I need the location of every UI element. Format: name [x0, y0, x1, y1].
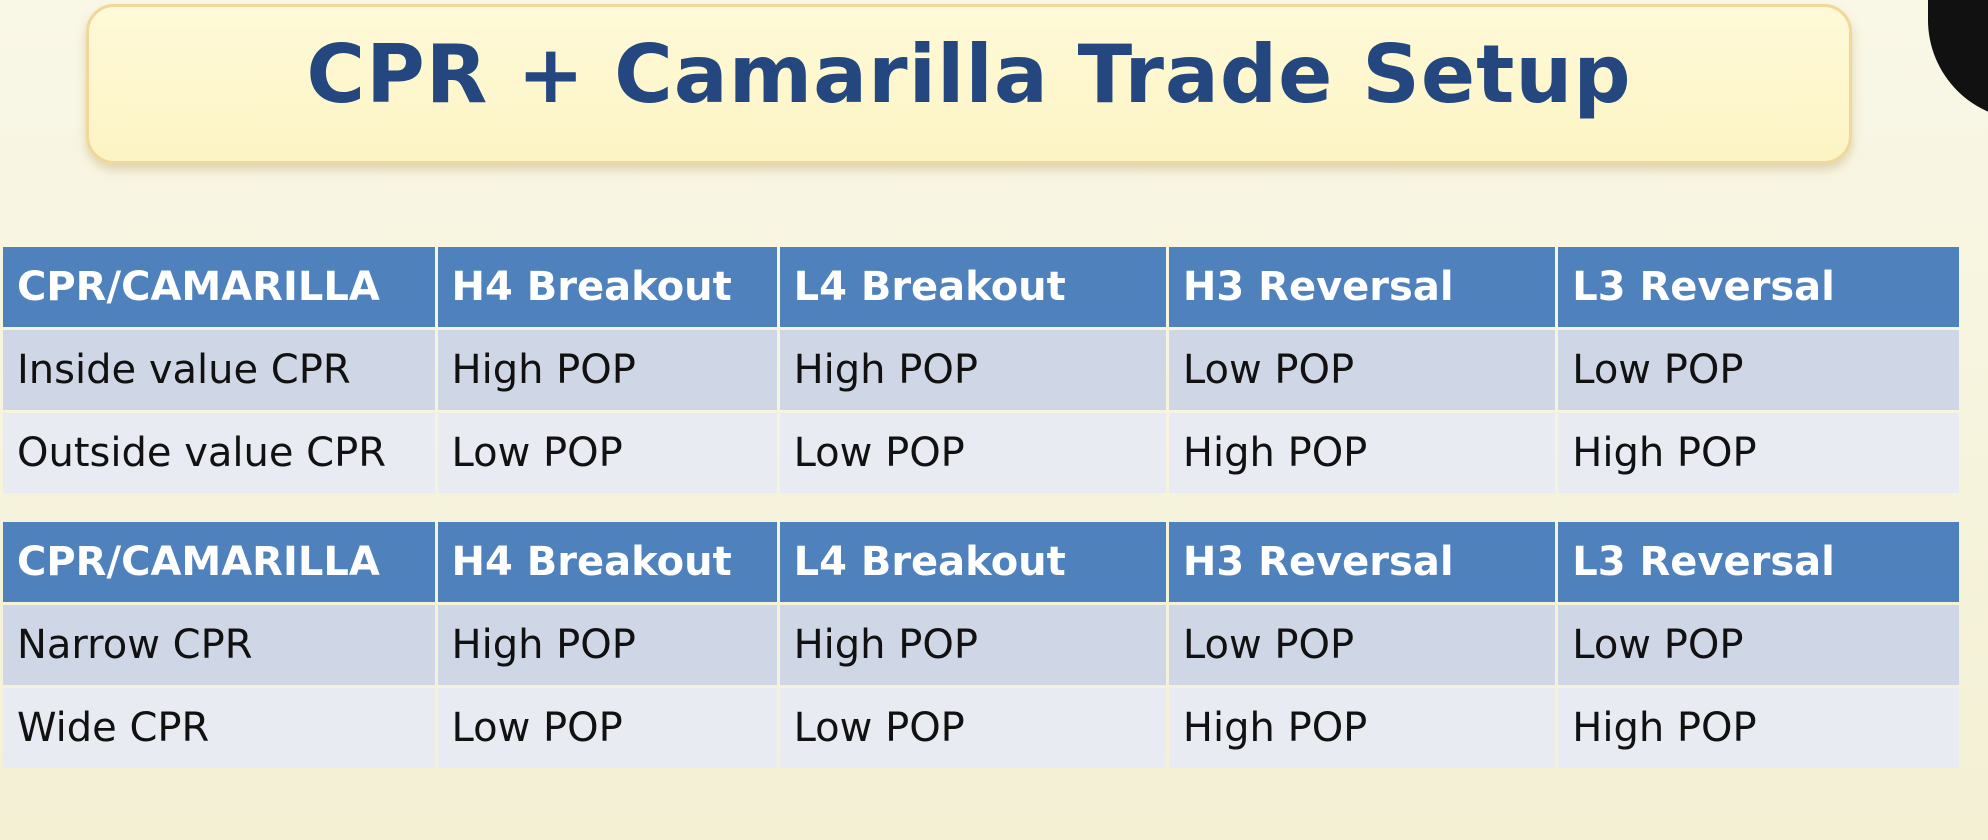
row-label: Outside value CPR	[3, 413, 435, 493]
column-header: L4 Breakout	[779, 522, 1166, 602]
table-cell: High POP	[779, 605, 1166, 685]
column-header: L4 Breakout	[779, 247, 1166, 327]
table-cell: Low POP	[437, 688, 777, 768]
column-header: H4 Breakout	[437, 247, 777, 327]
table-cell: High POP	[1168, 413, 1556, 493]
table-cell: High POP	[1558, 688, 1959, 768]
table-cell: Low POP	[779, 413, 1166, 493]
table-cell: Low POP	[437, 413, 777, 493]
column-header: CPR/CAMARILLA	[3, 247, 435, 327]
table-cell: Low POP	[1168, 605, 1556, 685]
table-row: Narrow CPR High POP High POP Low POP Low…	[3, 605, 1959, 685]
setup-table-cpr-width: CPR/CAMARILLA H4 Breakout L4 Breakout H3…	[0, 519, 1962, 771]
table-cell: Low POP	[1168, 330, 1556, 410]
title-box: CPR + Camarilla Trade Setup	[86, 4, 1852, 164]
column-header: H3 Reversal	[1168, 522, 1556, 602]
slide-title: CPR + Camarilla Trade Setup	[306, 27, 1632, 121]
column-header: L3 Reversal	[1558, 247, 1959, 327]
column-header: L3 Reversal	[1558, 522, 1959, 602]
column-header: H3 Reversal	[1168, 247, 1556, 327]
table-row: Wide CPR Low POP Low POP High POP High P…	[3, 688, 1959, 768]
row-label: Narrow CPR	[3, 605, 435, 685]
table-row: Inside value CPR High POP High POP Low P…	[3, 330, 1959, 410]
table-cell: Low POP	[1558, 605, 1959, 685]
table-row: Outside value CPR Low POP Low POP High P…	[3, 413, 1959, 493]
corner-shape	[1928, 0, 1988, 120]
table-cell: High POP	[437, 605, 777, 685]
table-cell: High POP	[1168, 688, 1556, 768]
table-header-row: CPR/CAMARILLA H4 Breakout L4 Breakout H3…	[3, 522, 1959, 602]
table-cell: High POP	[1558, 413, 1959, 493]
column-header: CPR/CAMARILLA	[3, 522, 435, 602]
column-header: H4 Breakout	[437, 522, 777, 602]
table-cell: Low POP	[779, 688, 1166, 768]
row-label: Wide CPR	[3, 688, 435, 768]
setup-table-cpr-value: CPR/CAMARILLA H4 Breakout L4 Breakout H3…	[0, 244, 1962, 496]
row-label: Inside value CPR	[3, 330, 435, 410]
table-cell: High POP	[779, 330, 1166, 410]
table-cell: High POP	[437, 330, 777, 410]
table-header-row: CPR/CAMARILLA H4 Breakout L4 Breakout H3…	[3, 247, 1959, 327]
table-cell: Low POP	[1558, 330, 1959, 410]
